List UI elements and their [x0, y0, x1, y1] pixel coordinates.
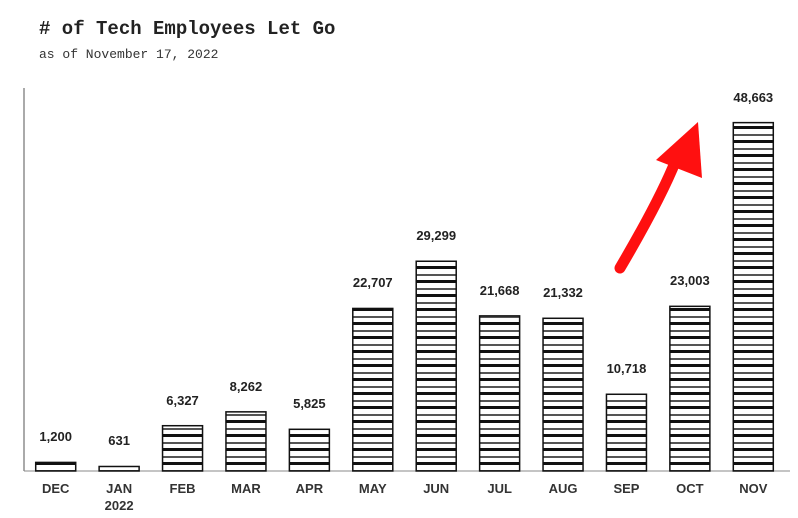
value-label: 6,327 — [166, 392, 199, 408]
bar — [288, 428, 331, 472]
x-tick-label: NOV — [739, 481, 768, 496]
x-tick-label: APR — [295, 481, 324, 496]
value-label: 10,718 — [606, 361, 647, 377]
bar — [98, 465, 140, 472]
bar — [34, 461, 77, 472]
bar — [732, 121, 775, 472]
bar — [605, 393, 648, 472]
bar — [225, 411, 267, 472]
chart-subtitle: as of November 17, 2022 — [39, 47, 219, 62]
x-tick-label: FEB — [169, 481, 196, 496]
x-tick-label: JAN 2022 — [104, 481, 134, 513]
x-tick-label: OCT — [676, 481, 704, 496]
value-label: 1,200 — [39, 429, 72, 445]
value-label: 8,262 — [229, 378, 263, 394]
value-label: 23,003 — [669, 273, 710, 289]
bar — [478, 315, 521, 472]
value-label: 22,707 — [352, 275, 393, 291]
bar — [669, 305, 711, 472]
x-tick-label: MAY — [358, 481, 387, 496]
value-label: 21,668 — [479, 282, 520, 298]
x-tick-label: DEC — [41, 481, 70, 496]
chart-title: # of Tech Employees Let Go — [39, 18, 336, 40]
x-tick-label: JUN — [423, 481, 450, 496]
bar — [161, 424, 204, 472]
x-tick-label: MAR — [231, 481, 261, 496]
value-label: 21,332 — [543, 285, 583, 301]
value-label: 5,825 — [293, 396, 326, 412]
value-label: 29,299 — [416, 228, 457, 244]
bar — [542, 317, 584, 472]
value-label: 631 — [108, 433, 130, 449]
x-tick-label: AUG — [548, 481, 578, 496]
x-tick-label: JUL — [487, 481, 512, 496]
arrow — [614, 122, 702, 274]
bar — [415, 260, 457, 472]
x-tick-label: SEP — [613, 481, 640, 496]
value-label: 48,663 — [733, 89, 774, 105]
bar — [352, 307, 394, 472]
